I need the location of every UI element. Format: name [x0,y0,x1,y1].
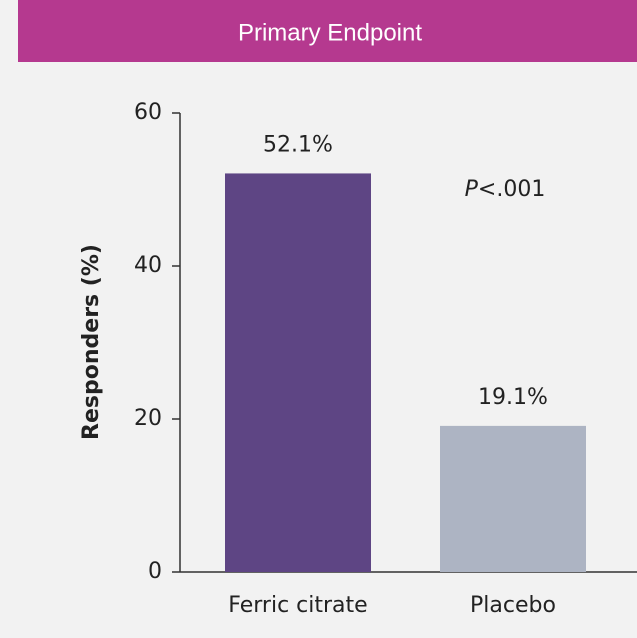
annotation: P<.001 [465,177,546,202]
value-label: 52.1% [263,132,333,157]
x-tick-label: Placebo [470,593,556,618]
bar [225,173,371,572]
header-bar [18,0,637,62]
y-tick-label: 40 [134,253,162,278]
x-tick-label: Ferric citrate [228,593,367,618]
bar [440,425,586,572]
y-axis-label: Responders (%) [79,244,104,440]
y-tick-label: 20 [134,406,162,431]
value-label: 19.1% [478,385,548,410]
y-tick-label: 0 [148,559,162,584]
chart-title: Primary Endpoint [238,19,422,46]
y-tick-label: 60 [134,100,162,125]
